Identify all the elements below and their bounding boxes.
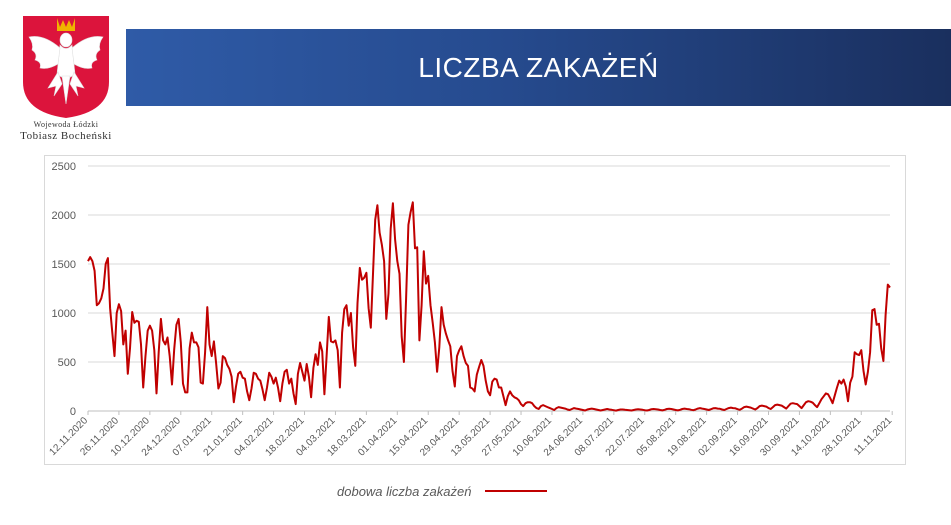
chart-legend: dobowa liczba zakażeń bbox=[337, 482, 548, 500]
organization-line-1: Wojewoda Łódzki bbox=[33, 120, 99, 129]
legend-label: dobowa liczba zakażeń bbox=[337, 483, 472, 499]
polish-eagle-emblem bbox=[23, 16, 109, 118]
organization-line-2: Tobiasz Bocheński bbox=[20, 130, 112, 142]
page-title: LICZBA ZAKAŻEŃ bbox=[418, 52, 659, 83]
infections-line-chart: 0500100015002000250012.11.202026.11.2020… bbox=[47, 161, 894, 459]
y-tick-label: 2000 bbox=[52, 210, 76, 222]
emblem-crown bbox=[57, 18, 75, 31]
legend-swatch bbox=[485, 490, 548, 492]
y-tick-label: 1000 bbox=[52, 308, 76, 320]
eagle-figure bbox=[28, 32, 104, 105]
y-tick-label: 500 bbox=[58, 357, 76, 369]
title-banner: LICZBA ZAKAŻEŃ bbox=[126, 29, 951, 106]
series-line-dobowa bbox=[87, 201, 891, 412]
y-tick-label: 1500 bbox=[52, 259, 76, 271]
y-tick-label: 2500 bbox=[52, 161, 76, 173]
chart-frame: 0 500 1000 1500 2000 2500 12.11.2020 26.11.2020… bbox=[44, 155, 906, 465]
y-tick-label: 0 bbox=[70, 406, 76, 418]
